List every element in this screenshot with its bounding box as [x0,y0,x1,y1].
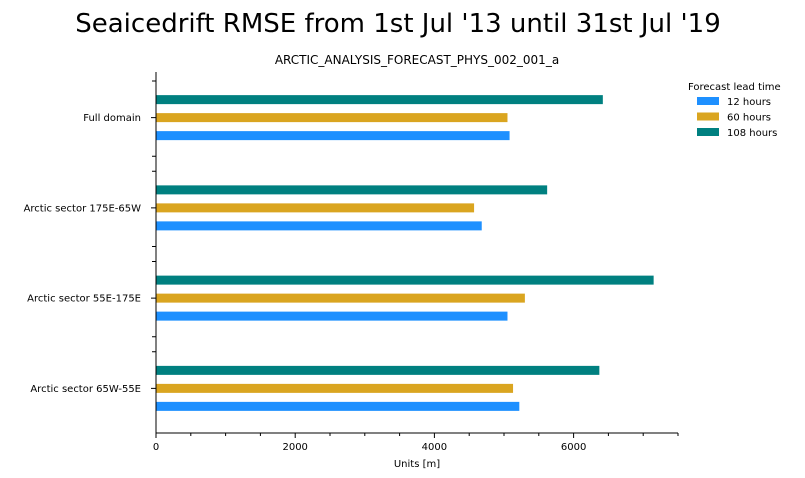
x-axis-ticks: 0 2000 4000 6000 [153,433,679,453]
x-tick-label: 6000 [561,442,586,453]
bar-60-hours-1 [156,203,475,213]
legend-swatch [697,112,719,121]
legend-label: 108 hours [727,128,777,139]
legend-title: Forecast lead time [688,82,781,93]
y-axis-ticks: Full domain Arctic sector 175E-65W Arctic … [24,80,156,395]
x-axis-label: Units [m] [394,459,440,470]
legend-swatch [697,128,719,136]
x-tick-label: 2000 [282,442,307,453]
bar-12-hours-2 [156,311,508,321]
bar-108-hours-1 [156,185,548,195]
bar-60-hours-3 [156,383,514,393]
legend-label: 12 hours [727,97,771,108]
chart-subtitle: ARCTIC_ANALYSIS_FORECAST_PHYS_002_001_a [275,53,559,67]
y-tick-label: Arctic sector 175E-65W [24,203,142,214]
bar-108-hours-0 [156,95,603,105]
bar-60-hours-0 [156,113,508,123]
bar-12-hours-3 [156,401,520,411]
y-tick-label: Arctic sector 55E-175E [27,294,141,305]
y-tick-label: Arctic sector 65W-55E [30,384,141,395]
x-tick-label: 0 [153,442,159,453]
legend: Forecast lead time 12 hours 60 hours 108 h… [688,82,781,139]
legend-label: 60 hours [727,113,771,124]
legend-swatch [697,97,719,105]
y-tick-label: Full domain [83,113,141,124]
bar-108-hours-2 [156,275,654,285]
chart-title: Seaicedrift RMSE from 1st Jul '13 until … [75,9,720,39]
bar-108-hours-3 [156,365,600,375]
bar-12-hours-1 [156,221,482,231]
x-tick-label: 4000 [422,442,447,453]
bar-60-hours-2 [156,293,525,303]
plot-area [156,95,654,411]
bar-12-hours-0 [156,131,510,141]
